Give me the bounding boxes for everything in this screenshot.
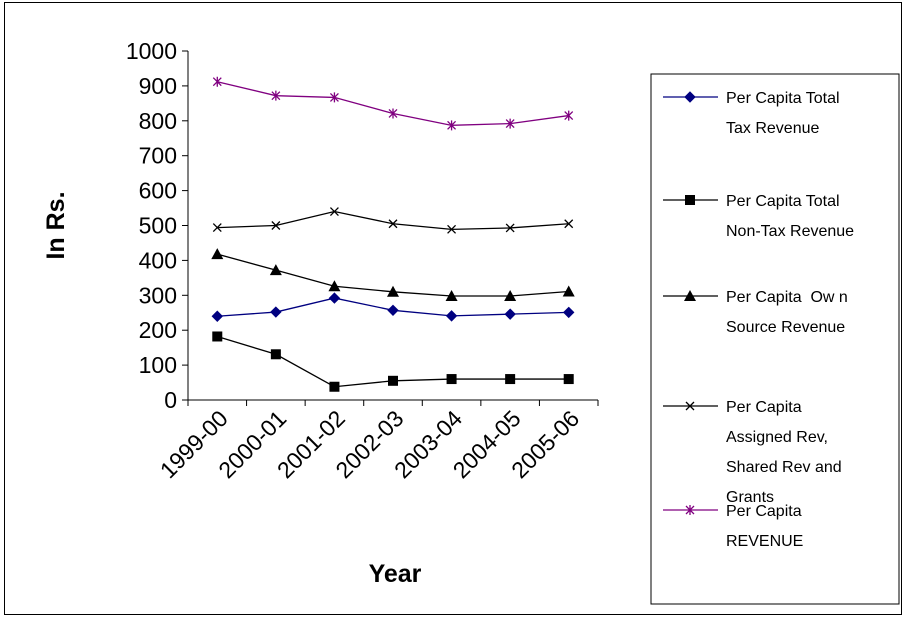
data-point-s3-2003-04 bbox=[445, 289, 458, 301]
data-point-s5-2001-02 bbox=[329, 92, 339, 103]
series-line-4 bbox=[217, 210, 569, 230]
data-point-s4-1999-00 bbox=[212, 223, 222, 233]
legend-label: Per Capita Total bbox=[726, 90, 840, 107]
chart-frame bbox=[4, 2, 902, 615]
data-point-s4-2001-02 bbox=[329, 207, 339, 216]
data-point-s1-1999-00 bbox=[211, 310, 223, 322]
y-tick-label: 500 bbox=[139, 213, 177, 239]
y-tick-label: 400 bbox=[139, 247, 177, 273]
legend-marker-5 bbox=[685, 505, 695, 515]
legend-box bbox=[650, 73, 900, 605]
legend-marker-3 bbox=[684, 290, 696, 301]
series-line-5 bbox=[217, 81, 569, 126]
data-point-s4-2002-03 bbox=[388, 219, 398, 229]
data-point-s1-2005-06 bbox=[563, 306, 575, 319]
data-point-s2-2005-06 bbox=[563, 374, 574, 385]
legend-label: Per Capita Ow n bbox=[726, 289, 848, 306]
legend-label: Per Capita Total bbox=[726, 193, 840, 210]
legend-label: Tax Revenue bbox=[726, 120, 819, 137]
y-tick-label: 900 bbox=[139, 73, 177, 99]
data-point-s2-2001-02 bbox=[329, 381, 340, 392]
data-point-s2-2000-01 bbox=[270, 349, 281, 360]
data-point-s1-2004-05 bbox=[504, 308, 516, 320]
y-tick-label: 800 bbox=[139, 108, 177, 134]
legend-marker-4 bbox=[685, 401, 695, 411]
data-point-s3-1999-00 bbox=[211, 248, 224, 260]
legend-label: Source Revenue bbox=[726, 319, 845, 336]
y-tick-label: 200 bbox=[139, 317, 177, 343]
y-tick-label: 100 bbox=[139, 352, 177, 378]
data-point-s4-2004-05 bbox=[505, 223, 515, 233]
data-point-s1-2001-02 bbox=[328, 292, 341, 304]
legend-label: REVENUE bbox=[726, 533, 803, 550]
data-point-s5-2000-01 bbox=[271, 90, 281, 101]
data-point-s2-2004-05 bbox=[505, 374, 516, 385]
data-point-s5-2002-03 bbox=[388, 108, 398, 119]
data-point-s2-2003-04 bbox=[446, 374, 457, 385]
data-point-s5-2004-05 bbox=[505, 118, 515, 129]
legend-label: Shared Rev and bbox=[726, 459, 842, 476]
data-point-s3-2002-03 bbox=[387, 285, 399, 297]
data-point-s1-2002-03 bbox=[387, 304, 399, 317]
data-point-s5-2005-06 bbox=[564, 110, 574, 121]
y-tick-label: 1000 bbox=[126, 38, 177, 64]
legend-label: Per Capita bbox=[726, 399, 802, 416]
y-axis-title: In Rs. bbox=[42, 191, 70, 259]
y-tick-label: 700 bbox=[139, 143, 177, 169]
x-axis-title: Year bbox=[369, 560, 422, 588]
y-tick-label: 300 bbox=[139, 282, 177, 308]
data-point-s1-2003-04 bbox=[445, 310, 458, 322]
data-point-s5-1999-00 bbox=[212, 76, 222, 87]
legend-marker-2 bbox=[685, 195, 695, 205]
legend-label: Assigned Rev, bbox=[726, 429, 828, 446]
legend-label: Per Capita bbox=[726, 503, 802, 520]
legend-marker-1 bbox=[684, 91, 696, 103]
data-point-s4-2005-06 bbox=[564, 219, 574, 229]
data-point-s4-2000-01 bbox=[271, 221, 281, 230]
data-point-s3-2005-06 bbox=[562, 285, 575, 297]
data-point-s2-1999-00 bbox=[212, 331, 223, 342]
data-point-s4-2003-04 bbox=[447, 224, 457, 234]
data-point-s1-2000-01 bbox=[270, 306, 282, 318]
data-point-s3-2000-01 bbox=[269, 264, 282, 276]
data-point-s3-2001-02 bbox=[328, 280, 341, 292]
y-tick-label: 0 bbox=[164, 387, 177, 413]
data-point-s5-2003-04 bbox=[447, 120, 457, 131]
legend-label: Grants bbox=[726, 489, 774, 506]
data-point-s2-2002-03 bbox=[388, 375, 398, 386]
y-tick-label: 600 bbox=[139, 178, 177, 204]
legend-label: Non-Tax Revenue bbox=[726, 223, 854, 240]
data-point-s3-2004-05 bbox=[504, 289, 517, 301]
